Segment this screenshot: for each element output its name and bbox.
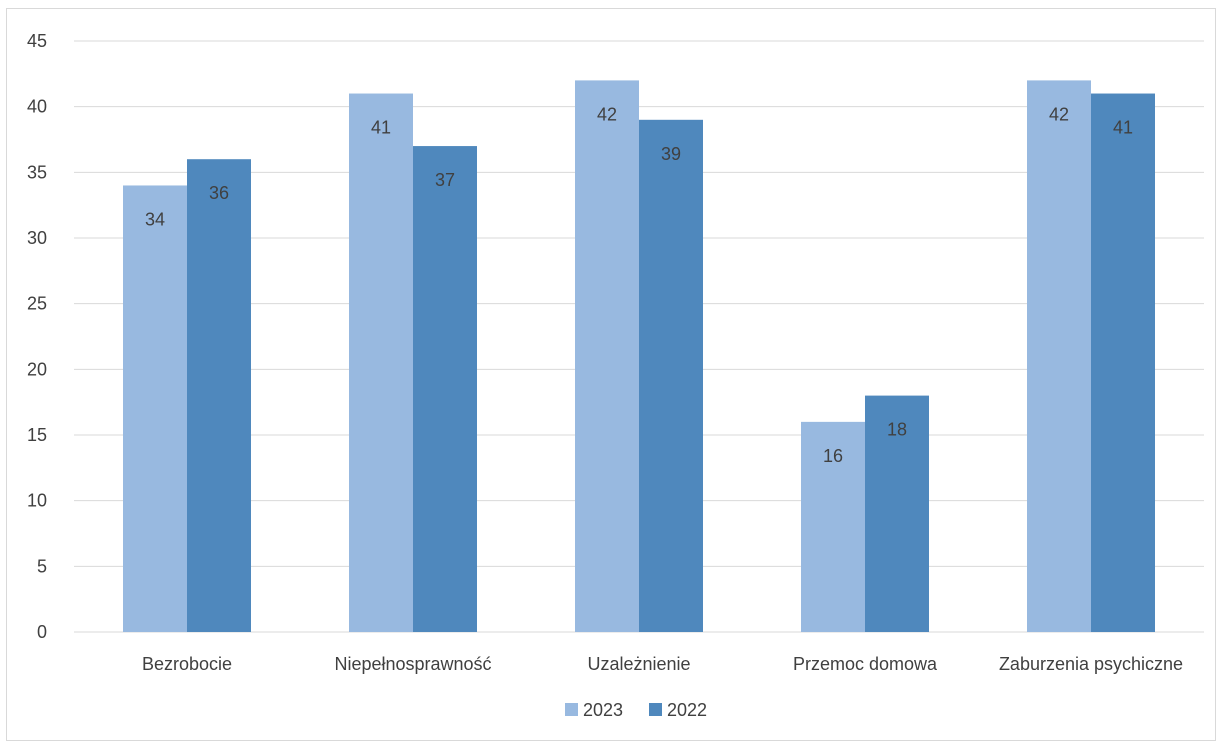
legend-label: 2023 <box>583 700 623 720</box>
y-tick-label: 35 <box>27 162 47 182</box>
data-label: 36 <box>209 183 229 203</box>
x-tick-label: Zaburzenia psychiczne <box>999 654 1183 674</box>
data-label: 42 <box>597 104 617 124</box>
legend-swatch-2023 <box>565 703 578 716</box>
data-label: 42 <box>1049 104 1069 124</box>
bar-2023-0 <box>123 185 187 632</box>
data-label: 18 <box>887 420 907 440</box>
data-label: 37 <box>435 170 455 190</box>
bar-2022-1 <box>413 146 477 633</box>
y-tick-label: 30 <box>27 228 47 248</box>
y-tick-label: 15 <box>27 425 47 445</box>
bar-2022-0 <box>187 159 251 632</box>
bar-2022-2 <box>639 119 703 633</box>
x-tick-label: Przemoc domowa <box>793 654 938 674</box>
legend: 2023 2022 <box>565 700 707 720</box>
bar-2023-4 <box>1027 80 1091 632</box>
y-tick-label: 40 <box>27 97 47 117</box>
y-tick-label: 45 <box>27 31 47 51</box>
y-tick-label: 5 <box>37 556 47 576</box>
y-tick-label: 20 <box>27 359 47 379</box>
data-label: 41 <box>1113 118 1133 138</box>
bars <box>123 80 1155 633</box>
y-axis-ticks: 0 5 10 15 20 25 30 35 40 45 <box>27 31 47 642</box>
bar-2023-2 <box>575 80 639 632</box>
data-label: 34 <box>145 209 165 229</box>
data-label: 16 <box>823 446 843 466</box>
data-label: 39 <box>661 144 681 164</box>
bar-2023-1 <box>349 93 413 633</box>
bar-2022-3 <box>865 395 929 632</box>
data-labels: 34 36 41 37 42 39 16 18 42 41 <box>145 104 1133 465</box>
x-axis-ticks: Bezrobocie Niepełnosprawność Uzależnienie P… <box>142 654 1183 674</box>
x-tick-label: Uzależnienie <box>587 654 690 674</box>
y-tick-label: 0 <box>37 622 47 642</box>
x-tick-label: Niepełnosprawność <box>334 654 491 674</box>
y-tick-label: 25 <box>27 294 47 314</box>
legend-swatch-2022 <box>649 703 662 716</box>
data-label: 41 <box>371 118 391 138</box>
bar-2022-4 <box>1091 93 1155 633</box>
legend-label: 2022 <box>667 700 707 720</box>
x-tick-label: Bezrobocie <box>142 654 232 674</box>
bar-2023-3 <box>801 421 865 632</box>
y-tick-label: 10 <box>27 491 47 511</box>
